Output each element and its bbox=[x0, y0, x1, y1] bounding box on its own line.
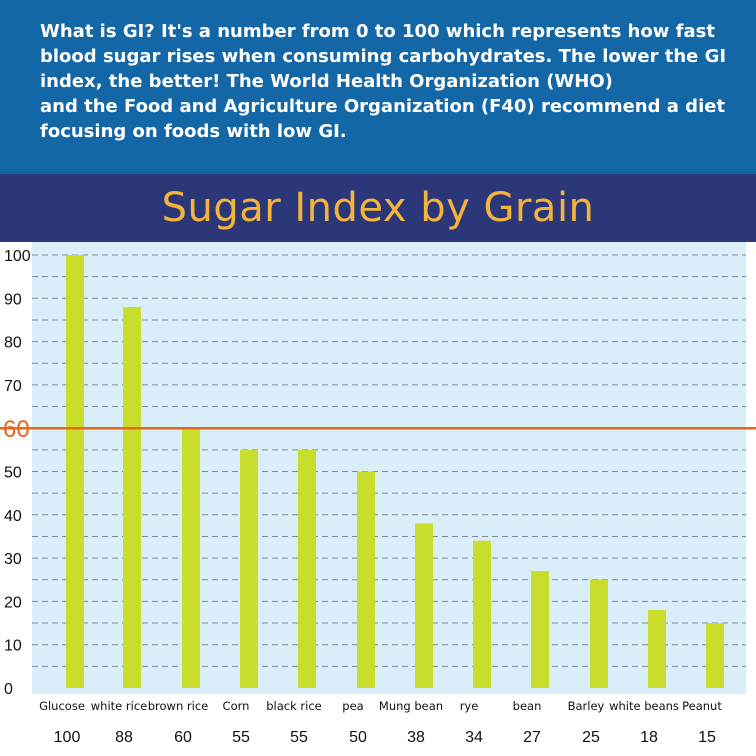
intro-line: focusing on foods with low GI. bbox=[40, 121, 347, 142]
x-category-label: Glucose bbox=[39, 699, 85, 713]
bar bbox=[240, 449, 258, 688]
value-label: 55 bbox=[232, 729, 250, 746]
value-label: 50 bbox=[349, 729, 367, 746]
value-label: 27 bbox=[523, 729, 541, 746]
x-category-label: Barley bbox=[568, 699, 605, 713]
value-label: 25 bbox=[582, 729, 600, 746]
bars bbox=[66, 255, 724, 688]
x-axis-labels: Glucose white rice brown rice Corn black ric… bbox=[39, 699, 722, 713]
x-category-label: brown rice bbox=[148, 699, 208, 713]
bar bbox=[123, 306, 141, 688]
intro-line: What is GI? It's a number from 0 to 100 … bbox=[40, 21, 715, 42]
y-tick-label: 40 bbox=[4, 508, 22, 525]
bar bbox=[66, 255, 84, 688]
bar bbox=[648, 610, 666, 688]
x-category-label: rye bbox=[460, 699, 479, 713]
y-tick-label: 90 bbox=[4, 291, 22, 308]
bar bbox=[473, 540, 491, 688]
bar bbox=[706, 623, 724, 688]
reference-line-label: 60 bbox=[3, 416, 30, 443]
value-label: 55 bbox=[290, 729, 308, 746]
value-label: 18 bbox=[640, 729, 658, 746]
value-label: 100 bbox=[54, 729, 81, 746]
value-label: 15 bbox=[698, 729, 716, 746]
x-category-label: pea bbox=[342, 699, 363, 713]
intro-panel: What is GI? It's a number from 0 to 100 … bbox=[0, 0, 756, 174]
y-tick-label: 70 bbox=[4, 378, 22, 395]
x-category-label: Mung bean bbox=[379, 699, 443, 713]
value-labels: 100 88 60 55 55 50 38 34 27 25 18 15 bbox=[54, 729, 716, 746]
reference-line-group: 60 bbox=[0, 416, 756, 443]
bar bbox=[531, 571, 549, 688]
x-category-label: Corn bbox=[223, 699, 250, 713]
value-label: 34 bbox=[465, 729, 483, 746]
intro-line: and the Food and Agriculture Organizatio… bbox=[40, 96, 726, 117]
y-tick-label: 50 bbox=[4, 465, 22, 482]
bar bbox=[590, 579, 608, 688]
y-tick-label: 0 bbox=[4, 681, 13, 698]
plot-area bbox=[32, 242, 746, 694]
intro-line: blood sugar rises when consuming carbohy… bbox=[40, 46, 727, 67]
x-category-label: black rice bbox=[266, 699, 322, 713]
bar bbox=[415, 523, 433, 688]
y-tick-label: 80 bbox=[4, 335, 22, 352]
x-category-label: white rice bbox=[91, 699, 147, 713]
intro-text: What is GI? It's a number from 0 to 100 … bbox=[40, 19, 742, 144]
y-tick-label: 30 bbox=[4, 551, 22, 568]
x-category-label: bean bbox=[513, 699, 542, 713]
value-label: 88 bbox=[115, 729, 133, 746]
grid-lines bbox=[32, 254, 746, 667]
y-axis-ticks: 0 10 20 30 40 50 70 80 90 100 bbox=[4, 248, 31, 698]
value-label: 38 bbox=[407, 729, 425, 746]
intro-line: index, the better! The World Health Orga… bbox=[40, 71, 613, 92]
bar bbox=[182, 428, 200, 688]
y-tick-label: 10 bbox=[4, 638, 22, 655]
bar bbox=[357, 471, 375, 688]
y-tick-label: 100 bbox=[4, 248, 31, 265]
bar bbox=[298, 449, 316, 688]
value-label: 60 bbox=[174, 729, 192, 746]
title-band: Sugar Index by Grain bbox=[0, 174, 756, 242]
x-category-label: Peanut bbox=[682, 699, 722, 713]
y-tick-label: 20 bbox=[4, 594, 22, 611]
bar-chart: 60 0 10 20 30 40 50 70 80 90 100 Glucose white ric… bbox=[0, 242, 756, 746]
chart-title: Sugar Index by Grain bbox=[161, 185, 595, 231]
x-category-label: white beans bbox=[609, 699, 679, 713]
